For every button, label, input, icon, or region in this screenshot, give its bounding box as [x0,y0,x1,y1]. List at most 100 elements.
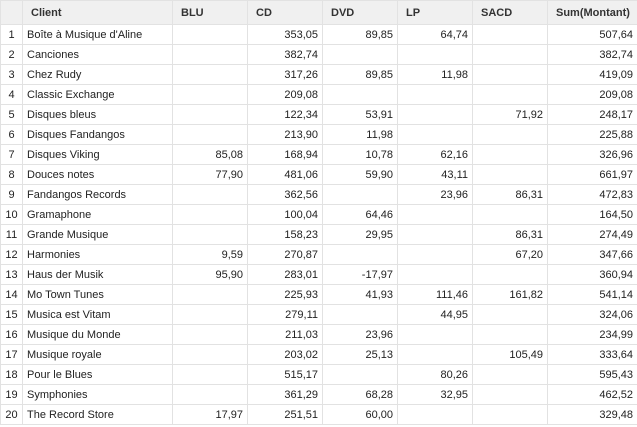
row-number: 13 [0,264,23,285]
client-cell: Haus der Musik [22,264,173,285]
value-cell: 382,74 [547,44,637,65]
value-cell [472,304,548,325]
grid-row[interactable]: 11 Grande Musique 158,23 29,95 86,31 274,49 [0,224,637,245]
value-cell [397,264,473,285]
value-cell: 67,20 [472,244,548,265]
value-cell: 419,09 [547,64,637,85]
grid-row[interactable]: 8 Douces notes 77,90 481,06 59,90 43,11 661,97 [0,164,637,185]
grid-row[interactable]: 18 Pour le Blues 515,17 80,26 595,43 [0,364,637,385]
value-cell [397,84,473,105]
value-cell: 43,11 [397,164,473,185]
column-header[interactable]: Sum(Montant) [547,0,637,25]
row-number: 20 [0,404,23,425]
value-cell: 89,85 [322,24,398,45]
value-cell [172,384,248,405]
row-number: 18 [0,364,23,385]
value-cell: 481,06 [247,164,323,185]
grid-row[interactable]: 19 Symphonies 361,29 68,28 32,95 462,52 [0,384,637,405]
column-header[interactable]: SACD [472,0,548,25]
value-cell: 251,51 [247,404,323,425]
value-cell: 515,17 [247,364,323,385]
row-number: 16 [0,324,23,345]
value-cell: 53,91 [322,104,398,125]
grid-row[interactable]: 16 Musique du Monde 211,03 23,96 234,99 [0,324,637,345]
value-cell [472,64,548,85]
value-cell: 64,74 [397,24,473,45]
value-cell [172,224,248,245]
header-row: Client BLU CD DVD LP SACD Sum(Montant) [0,0,637,25]
grid-row[interactable]: 15 Musica est Vitam 279,11 44,95 324,06 [0,304,637,325]
value-cell: 360,94 [547,264,637,285]
value-cell: 661,97 [547,164,637,185]
client-cell: Fandangos Records [22,184,173,205]
value-cell: 122,34 [247,104,323,125]
column-header[interactable]: LP [397,0,473,25]
value-cell: 361,29 [247,384,323,405]
client-cell: Boîte à Musique d'Aline [22,24,173,45]
grid-row[interactable]: 5 Disques bleus 122,34 53,91 71,92 248,17 [0,104,637,125]
grid-row[interactable]: 9 Fandangos Records 362,56 23,96 86,31 472,83 [0,184,637,205]
value-cell [472,204,548,225]
value-cell [172,64,248,85]
value-cell: 86,31 [472,184,548,205]
grid-row[interactable]: 1 Boîte à Musique d'Aline 353,05 89,85 64,74… [0,24,637,45]
value-cell [322,304,398,325]
grid-row[interactable]: 7 Disques Viking 85,08 168,94 10,78 62,16 326,… [0,144,637,165]
grid-row[interactable]: 20 The Record Store 17,97 251,51 60,00 329,48 [0,404,637,425]
value-cell: 225,93 [247,284,323,305]
value-cell [322,244,398,265]
client-cell: Harmonies [22,244,173,265]
grid-row[interactable]: 6 Disques Fandangos 213,90 11,98 225,88 [0,124,637,145]
client-cell: Canciones [22,44,173,65]
client-cell: Symphonies [22,384,173,405]
value-cell [472,404,548,425]
value-cell [472,84,548,105]
column-header[interactable]: DVD [322,0,398,25]
grid-row[interactable]: 2 Canciones 382,74 382,74 [0,44,637,65]
value-cell: 164,50 [547,204,637,225]
row-number: 8 [0,164,23,185]
row-number: 1 [0,24,23,45]
grid-row[interactable]: 17 Musique royale 203,02 25,13 105,49 333,64 [0,344,637,365]
column-header[interactable]: Client [22,0,173,25]
value-cell [172,124,248,145]
value-cell [472,384,548,405]
value-cell: 274,49 [547,224,637,245]
grid-row[interactable]: 13 Haus der Musik 95,90 283,01 -17,97 360,94 [0,264,637,285]
value-cell: 362,56 [247,184,323,205]
value-cell: 60,00 [322,404,398,425]
row-number: 7 [0,144,23,165]
client-cell: Pour le Blues [22,364,173,385]
value-cell: 59,90 [322,164,398,185]
value-cell [322,364,398,385]
grid-row[interactable]: 14 Mo Town Tunes 225,93 41,93 111,46 161,82 54… [0,284,637,305]
value-cell [397,344,473,365]
client-cell: Musique royale [22,344,173,365]
value-cell: 85,08 [172,144,248,165]
grid-row[interactable]: 3 Chez Rudy 317,26 89,85 11,98 419,09 [0,64,637,85]
value-cell: 23,96 [322,324,398,345]
value-cell [172,364,248,385]
column-header[interactable]: CD [247,0,323,25]
value-cell: 64,46 [322,204,398,225]
value-cell: 462,52 [547,384,637,405]
value-cell: 32,95 [397,384,473,405]
column-header[interactable]: BLU [172,0,248,25]
grid-row[interactable]: 12 Harmonies 9,59 270,87 67,20 347,66 [0,244,637,265]
value-cell [397,244,473,265]
value-cell: 225,88 [547,124,637,145]
grid-row[interactable]: 10 Gramaphone 100,04 64,46 164,50 [0,204,637,225]
client-cell: Mo Town Tunes [22,284,173,305]
value-cell [472,124,548,145]
client-cell: Classic Exchange [22,84,173,105]
grid-row[interactable]: 4 Classic Exchange 209,08 209,08 [0,84,637,105]
row-number: 14 [0,284,23,305]
row-number: 9 [0,184,23,205]
value-cell: -17,97 [322,264,398,285]
value-cell: 472,83 [547,184,637,205]
client-cell: Disques Fandangos [22,124,173,145]
grid-body: 1 Boîte à Musique d'Aline 353,05 89,85 64,74… [0,24,637,425]
value-cell: 71,92 [472,104,548,125]
